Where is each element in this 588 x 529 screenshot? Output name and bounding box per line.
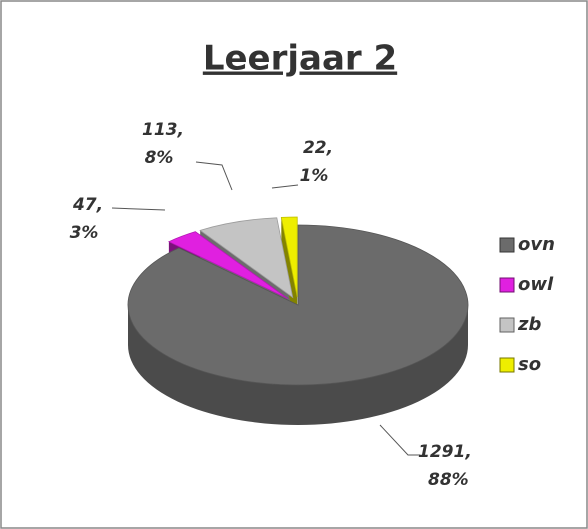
leader-line — [271, 184, 299, 189]
data-label: 22, — [303, 138, 333, 158]
legend-label: ovn — [518, 234, 555, 255]
data-label-percent: 8% — [145, 148, 174, 168]
data-label-percent: 88% — [428, 470, 469, 490]
slice-side — [128, 305, 468, 425]
slice — [199, 217, 294, 299]
slice — [167, 231, 289, 300]
legend-swatch — [499, 277, 515, 293]
chart-title: Leerjaar 2 — [203, 39, 397, 79]
data-label: 47, — [72, 195, 103, 215]
leader-line — [111, 207, 166, 211]
legend-swatch — [499, 237, 515, 253]
leader-line — [195, 161, 233, 191]
legend-label: so — [518, 354, 541, 375]
data-label: 113, — [142, 120, 184, 140]
slice — [127, 224, 469, 386]
legend-label: zb — [517, 314, 541, 335]
legend-label: owl — [518, 274, 554, 295]
data-label: 1291, — [418, 442, 472, 462]
legend-swatch — [499, 317, 515, 333]
leader-line — [379, 424, 420, 456]
data-label-percent: 3% — [70, 223, 99, 243]
slice — [280, 216, 298, 298]
data-label-percent: 1% — [300, 166, 329, 186]
legend-swatch — [499, 357, 515, 373]
